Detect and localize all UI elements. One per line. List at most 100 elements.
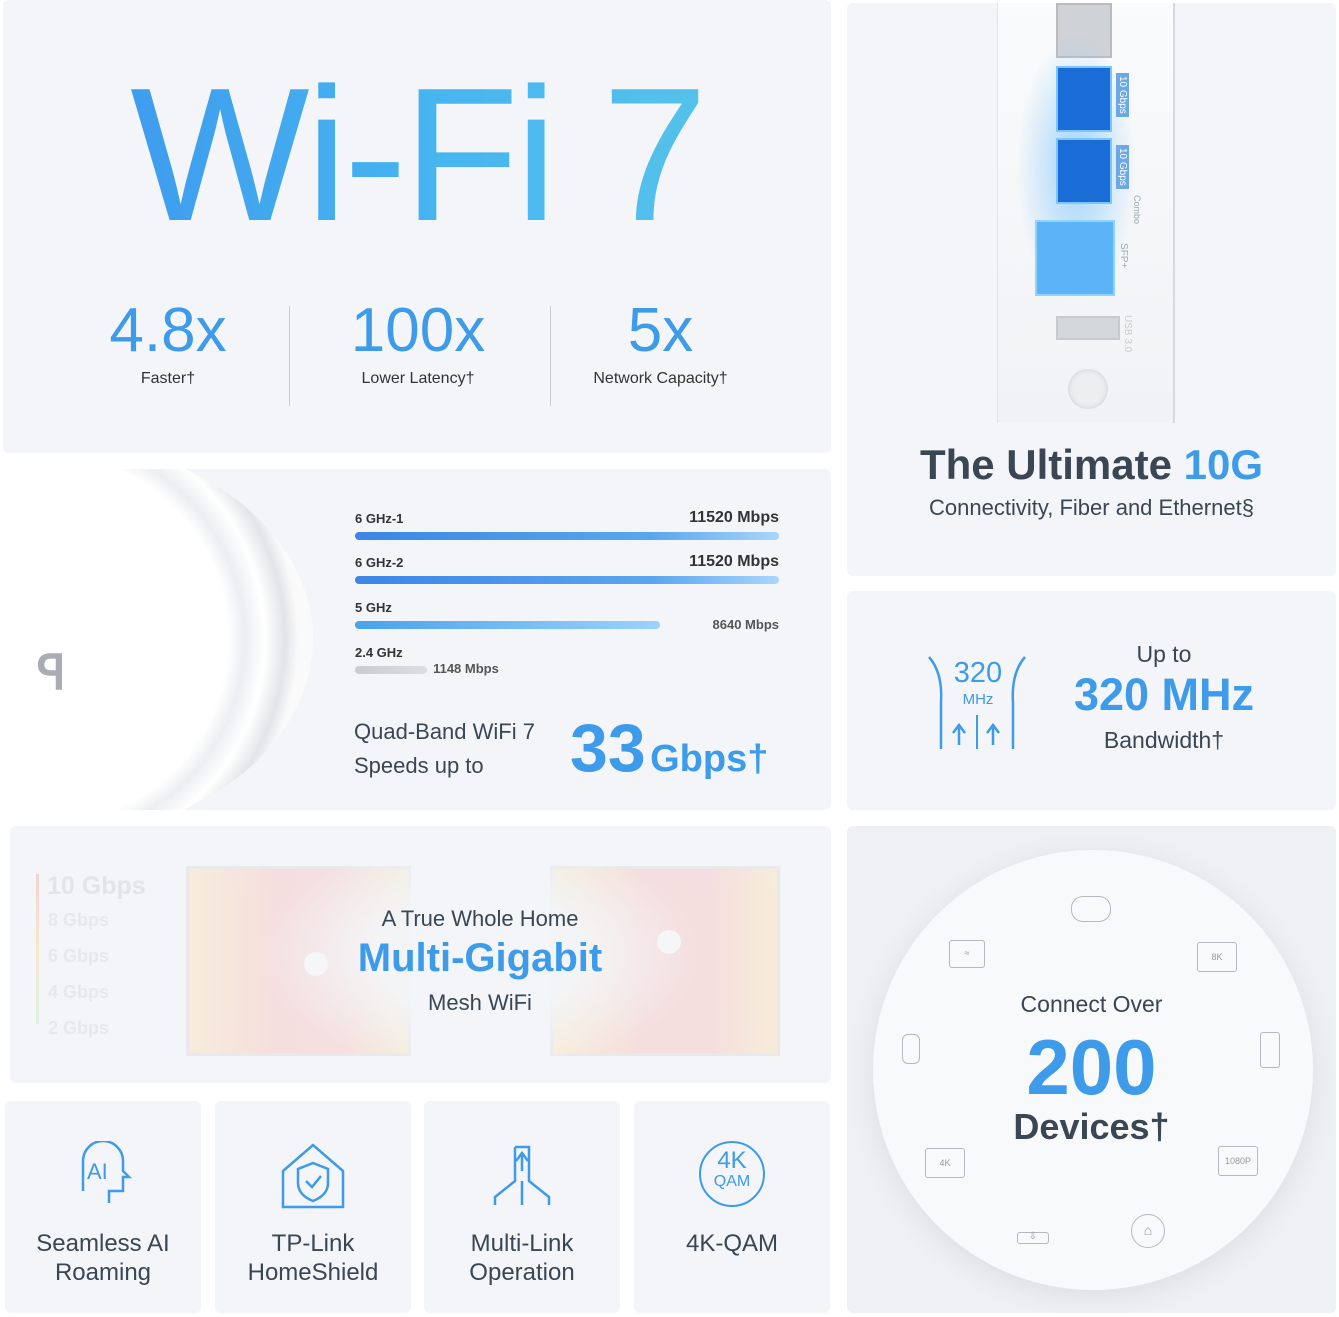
band-speed: 11520 Mbps (689, 553, 779, 570)
total-speed: 33 Gbps† (570, 709, 768, 787)
router-back-image: 10 Gbps 10 Gbps Combo SFP+ USB 3.0 (997, 3, 1175, 423)
stat-label: Network Capacity† (593, 370, 728, 387)
tv-1080p-icon: 1080P (1218, 1146, 1258, 1176)
stat-latency: 100x Lower Latency† (323, 300, 513, 388)
mesh-line1: A True Whole Home (381, 906, 579, 931)
port-label: 10 Gbps (1116, 73, 1129, 117)
devices-label: Devices† (1013, 1106, 1170, 1147)
wifi7-title: Wi-Fi 7 (3, 60, 831, 250)
legend-label: 6 Gbps (48, 946, 110, 966)
download-icon: ⇩ (1017, 1232, 1049, 1244)
total-number: 33 (570, 710, 646, 786)
10g-port-2-icon (1056, 138, 1112, 204)
band-name: 6 GHz-1 (355, 511, 404, 526)
feature-label: 4K-QAM (685, 1230, 778, 1257)
10g-port-1-icon (1056, 66, 1112, 132)
feature-4kqam: 4K QAM 4K-QAM (634, 1101, 830, 1313)
feature-label: TP-Link HomeShield (247, 1230, 379, 1286)
smart-home-icon: ⌂ (1131, 1214, 1165, 1248)
sfp-port-icon (1035, 220, 1115, 296)
legend-gradient (36, 874, 39, 1024)
divider (550, 306, 551, 406)
feature-label: Multi-Link Operation (469, 1230, 575, 1286)
band-bar (355, 666, 428, 674)
4k-qam-icon: 4K QAM (699, 1141, 765, 1207)
mesh-line3: Mesh WiFi (428, 990, 532, 1015)
router-disc (873, 850, 1313, 1290)
tp-link-logo-icon: ꟼ (37, 647, 66, 700)
band-name: 2.4 GHz (355, 645, 403, 660)
phone-icon (1260, 1032, 1280, 1068)
legend-label: 2 Gbps (48, 1018, 110, 1038)
port-label: SFP+ (1118, 243, 1129, 269)
mesh-line2: Multi-Gigabit (357, 936, 603, 980)
icon-number: 320 (953, 657, 1003, 689)
band-row: 2.4 GHz 1148 Mbps (355, 645, 779, 676)
bandwidth-value: 320 MHz (1073, 669, 1255, 720)
devices-panel: ≈ 8K 4K 1080P ⇩ ⌂ Connect Over 200 Devic… (847, 826, 1336, 1313)
stat-label: Faster† (140, 370, 196, 387)
gamepad-icon (1071, 896, 1111, 922)
feature-label: Seamless AI Roaming (36, 1230, 170, 1286)
stat-value: 4.8x (109, 296, 227, 365)
feature-ai-roaming: AI Seamless AI Roaming (5, 1101, 201, 1313)
divider (289, 306, 290, 406)
router-top-image (3, 469, 313, 810)
legend-label: 4 Gbps (48, 982, 110, 1002)
stat-label: Lower Latency† (361, 370, 475, 387)
up-to-label: Up to (1136, 641, 1192, 667)
devices-line1: Connect Over (1020, 991, 1163, 1017)
bands-panel: ꟼ 6 GHz-1 11520 Mbps 6 GHz-2 11520 Mbps … (3, 469, 831, 810)
title-dark: The Ultimate (919, 441, 1172, 488)
stat-faster: 4.8x Faster† (93, 300, 243, 388)
band-row: 6 GHz-2 11520 Mbps (355, 553, 779, 584)
band-speed: 11520 Mbps (689, 509, 779, 526)
feature-homeshield: TP-Link HomeShield (215, 1101, 411, 1313)
ports-title: The Ultimate 10G (847, 441, 1336, 489)
caption-line2: Speeds up to (354, 753, 484, 778)
stat-capacity: 5x Network Capacity† (573, 300, 748, 388)
channel-width-icon (928, 656, 1026, 749)
caption-line1: Quad-Band WiFi 7 (354, 719, 535, 744)
port-label: USB 3.0 (1122, 315, 1133, 353)
ai-roaming-icon: AI (81, 1141, 133, 1203)
stat-value: 5x (627, 296, 694, 365)
ports-panel: 10 Gbps 10 Gbps Combo SFP+ USB 3.0 The U… (847, 3, 1336, 576)
smart-tv-icon: ≈ (949, 940, 985, 968)
wifi7-panel: Wi-Fi 7 4.8x Faster† 100x Lower Latency†… (3, 0, 831, 453)
feature-mlo: Multi-Link Operation (424, 1101, 620, 1313)
title-blue: 10G (1183, 441, 1264, 488)
devices-count: 200 (1026, 1023, 1157, 1111)
icon-bottom-text: QAM (713, 1173, 751, 1190)
band-speed: 1148 Mbps (433, 661, 499, 676)
bandwidth-label: Bandwidth† (1103, 727, 1225, 753)
multi-link-icon (493, 1145, 551, 1205)
total-unit: Gbps† (650, 738, 769, 780)
mesh-panel: 10 Gbps 8 Gbps 6 Gbps 4 Gbps 2 Gbps A Tr… (10, 826, 831, 1083)
port-label: 10 Gbps (1116, 145, 1129, 189)
legend-label: 10 Gbps (47, 872, 146, 900)
shield-house-icon (281, 1143, 345, 1209)
ports-subtitle: Connectivity, Fiber and Ethernet§ (929, 495, 1254, 520)
port-label: Combo (1132, 195, 1142, 225)
icon-unit: MHz (962, 691, 994, 708)
icon-top-text: 4K (717, 1147, 747, 1174)
stat-value: 100x (350, 296, 486, 365)
band-row: 6 GHz-1 11520 Mbps (355, 509, 779, 540)
band-speed: 8640 Mbps (712, 617, 779, 632)
band-bar (355, 621, 661, 629)
band-bar (355, 576, 779, 584)
power-button-icon (1068, 369, 1108, 409)
band-name: 6 GHz-2 (355, 555, 404, 570)
usb-port-icon (1056, 316, 1120, 340)
band-row: 5 GHz 8640 Mbps (355, 600, 779, 632)
svg-text:AI: AI (87, 1159, 108, 1184)
channel-panel: 320 MHz Up to 320 MHz Bandwidth† (847, 591, 1336, 810)
text-backdrop (240, 826, 720, 1083)
tv-8k-icon: 8K (1197, 942, 1237, 972)
band-bar (355, 532, 779, 540)
tv-4k-icon: 4K (925, 1148, 965, 1178)
legend-label: 8 Gbps (48, 910, 110, 930)
band-name: 5 GHz (355, 600, 392, 615)
camera-icon (902, 1034, 920, 1064)
